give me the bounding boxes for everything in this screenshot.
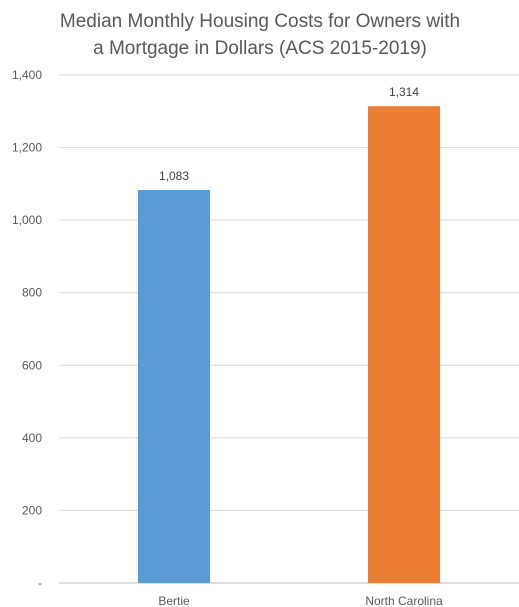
data-label: 1,083 bbox=[159, 169, 189, 183]
bar bbox=[368, 106, 440, 583]
y-tick-label: 1,000 bbox=[12, 213, 42, 227]
y-tick-label: - bbox=[38, 576, 42, 590]
x-tick-label: North Carolina bbox=[365, 594, 443, 607]
chart-title-line-1: Median Monthly Housing Costs for Owners … bbox=[59, 11, 461, 32]
y-tick-label: 200 bbox=[22, 503, 42, 517]
y-tick-label: 1,400 bbox=[12, 68, 42, 82]
y-tick-label: 1,200 bbox=[12, 141, 42, 155]
bar bbox=[138, 190, 210, 584]
chart-title-line-2: a Mortgage in Dollars (ACS 2015-2019) bbox=[93, 38, 427, 59]
y-tick-label: 800 bbox=[22, 286, 42, 300]
x-tick-label: Bertie bbox=[158, 594, 190, 607]
y-tick-label: 400 bbox=[22, 431, 42, 445]
data-label: 1,314 bbox=[389, 85, 419, 99]
chart-title: Median Monthly Housing Costs for Owners … bbox=[20, 8, 500, 62]
y-tick-label: 600 bbox=[22, 358, 42, 372]
